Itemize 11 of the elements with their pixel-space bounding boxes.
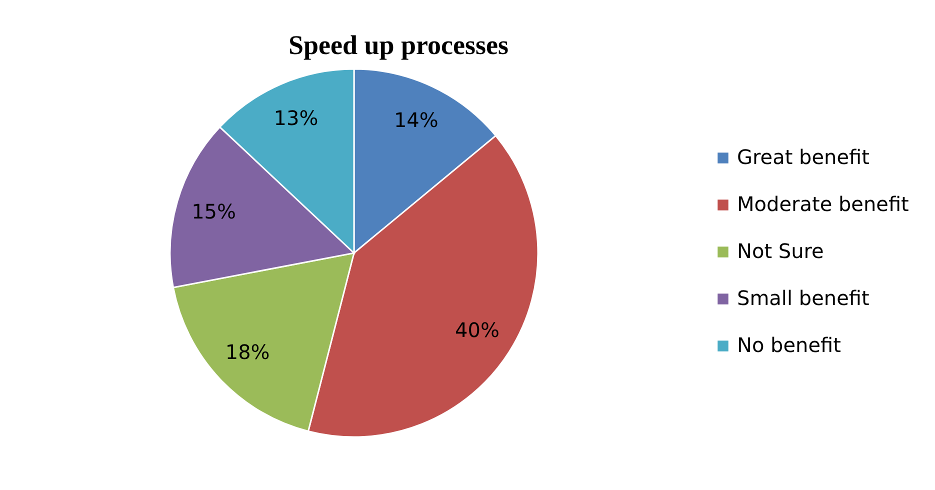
data-label: 14% — [394, 108, 438, 132]
legend-label: Small benefit — [737, 286, 870, 310]
legend-label: No benefit — [737, 333, 842, 357]
legend-label: Moderate benefit — [737, 192, 910, 216]
data-label: 40% — [455, 318, 500, 342]
data-label: 15% — [192, 199, 236, 224]
chart-title: Speed up processes — [288, 30, 509, 60]
data-label: 13% — [274, 106, 318, 130]
data-label: 18% — [225, 340, 270, 364]
legend-label: Great benefit — [737, 145, 870, 169]
legend-label: Not Sure — [737, 239, 824, 263]
